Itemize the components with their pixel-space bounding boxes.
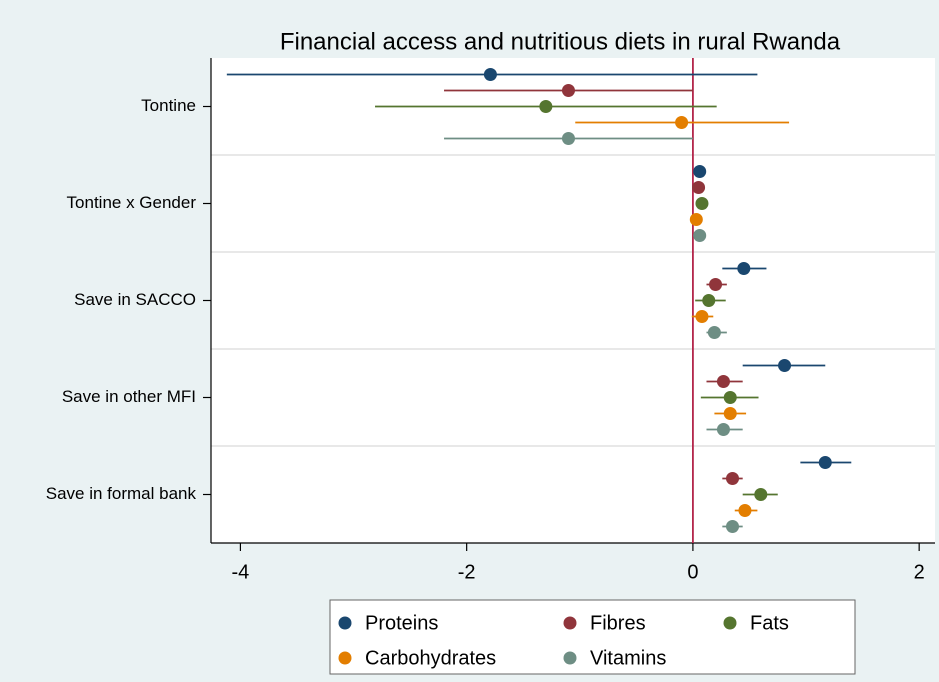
legend-marker [723, 616, 737, 630]
x-tick-label: -4 [232, 561, 250, 583]
y-tick-label: Tontine x Gender [67, 193, 197, 212]
point [693, 229, 707, 242]
legend-label: Vitamins [590, 647, 666, 669]
legend-label: Carbohydrates [365, 647, 496, 669]
point [726, 472, 740, 485]
legend-marker [563, 616, 577, 630]
point [716, 423, 730, 436]
point [692, 181, 706, 194]
point [561, 84, 575, 97]
plot-area [211, 58, 935, 543]
point [754, 488, 768, 501]
x-tick-label: 0 [687, 561, 698, 583]
x-tick-label: -2 [458, 561, 476, 583]
y-tick-label: Save in formal bank [46, 484, 197, 503]
point [738, 504, 752, 517]
y-tick-label: Tontine [141, 96, 196, 115]
point [702, 294, 716, 307]
point [737, 262, 751, 275]
point [539, 100, 553, 113]
legend-label: Fats [750, 612, 789, 634]
legend-marker [338, 651, 352, 665]
chart-title: Financial access and nutritious diets in… [280, 28, 841, 55]
point [709, 278, 723, 291]
legend-marker [563, 651, 577, 665]
point [561, 132, 575, 145]
point [707, 326, 721, 339]
point [716, 375, 730, 388]
point [693, 165, 707, 178]
legend-box [329, 599, 856, 675]
point [818, 456, 832, 469]
point [689, 213, 703, 226]
point [723, 407, 737, 420]
point [483, 68, 497, 81]
point [726, 520, 740, 533]
point [723, 391, 737, 404]
point [695, 197, 709, 210]
y-tick-label: Save in SACCO [74, 290, 196, 309]
y-tick-label: Save in other MFI [62, 387, 196, 406]
legend-label: Fibres [590, 612, 646, 634]
point [695, 310, 709, 323]
legend-label: Proteins [365, 612, 438, 634]
point [778, 359, 792, 372]
point [675, 116, 689, 129]
x-tick-label: 2 [914, 561, 925, 583]
legend-marker [338, 616, 352, 630]
